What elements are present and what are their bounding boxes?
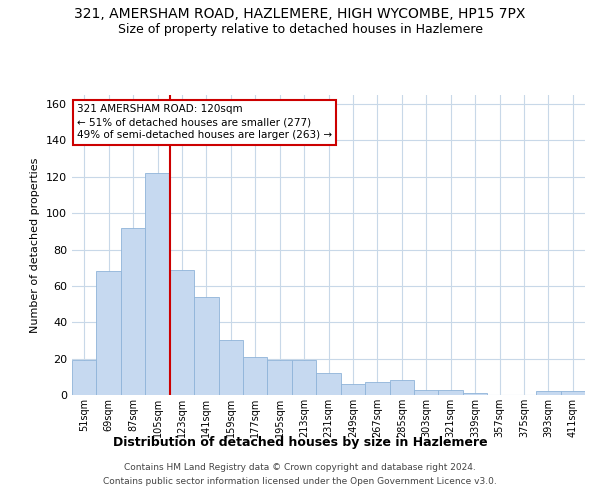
Bar [218, 340, 243, 395]
Bar [97, 272, 121, 395]
Bar [268, 360, 292, 395]
Bar [243, 357, 268, 395]
Text: 321, AMERSHAM ROAD, HAZLEMERE, HIGH WYCOMBE, HP15 7PX: 321, AMERSHAM ROAD, HAZLEMERE, HIGH WYCO… [74, 8, 526, 22]
Text: Size of property relative to detached houses in Hazlemere: Size of property relative to detached ho… [118, 22, 482, 36]
Bar [316, 373, 341, 395]
Text: 321 AMERSHAM ROAD: 120sqm
← 51% of detached houses are smaller (277)
49% of semi: 321 AMERSHAM ROAD: 120sqm ← 51% of detac… [77, 104, 332, 141]
Bar [560, 392, 585, 395]
Y-axis label: Number of detached properties: Number of detached properties [31, 158, 40, 332]
Text: Distribution of detached houses by size in Hazlemere: Distribution of detached houses by size … [113, 436, 487, 449]
Bar [170, 270, 194, 395]
Bar [414, 390, 439, 395]
Text: Contains HM Land Registry data © Crown copyright and database right 2024.: Contains HM Land Registry data © Crown c… [124, 464, 476, 472]
Bar [389, 380, 414, 395]
Bar [72, 360, 97, 395]
Bar [463, 393, 487, 395]
Bar [121, 228, 145, 395]
Bar [365, 382, 389, 395]
Bar [439, 390, 463, 395]
Bar [145, 173, 170, 395]
Bar [536, 392, 560, 395]
Text: Contains public sector information licensed under the Open Government Licence v3: Contains public sector information licen… [103, 477, 497, 486]
Bar [292, 360, 316, 395]
Bar [194, 297, 218, 395]
Bar [341, 384, 365, 395]
